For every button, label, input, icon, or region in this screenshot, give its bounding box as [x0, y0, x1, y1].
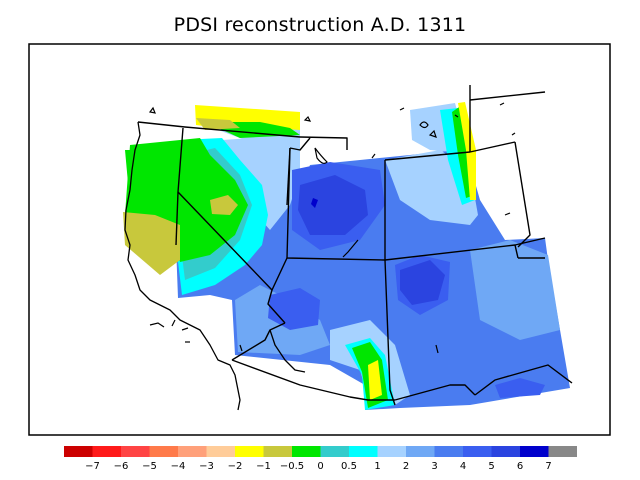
field-olive-coast — [123, 212, 180, 275]
legend-tick-label: −3 — [199, 461, 214, 472]
legend-swatch — [64, 446, 93, 457]
field-blue4-se — [495, 378, 545, 398]
legend-tick-label: 0.5 — [341, 461, 357, 472]
legend-swatch — [149, 446, 178, 457]
legend-swatch — [349, 446, 378, 457]
state-boundaries — [137, 85, 573, 406]
legend-swatch — [548, 446, 577, 457]
legend-tick-label: −6 — [114, 461, 129, 472]
legend-tick-label: −2 — [228, 461, 243, 472]
legend-tick-label: 7 — [545, 461, 551, 472]
legend-tick-label: 5 — [488, 461, 494, 472]
map-title: PDSI reconstruction A.D. 1311 — [173, 14, 467, 36]
legend-swatch — [463, 446, 492, 457]
field-lightblue-nw — [222, 135, 300, 230]
legend-boxes — [64, 446, 577, 457]
legend-tick-label: 4 — [460, 461, 466, 472]
legend-swatch — [434, 446, 463, 457]
field-blue2-se — [470, 240, 560, 340]
legend-tick-label: 1 — [374, 461, 380, 472]
field-yellow-ne — [458, 102, 476, 200]
field-olive-north — [196, 118, 240, 130]
legend-tick-label: 3 — [431, 461, 437, 472]
field-olive-dot — [210, 195, 238, 215]
legend-swatch — [377, 446, 406, 457]
legend-tick-label: 6 — [517, 461, 523, 472]
legend-swatch — [491, 446, 520, 457]
legend-swatch — [263, 446, 292, 457]
legend-swatch — [292, 446, 321, 457]
field-yellow-s — [368, 360, 382, 400]
field-blue5-east — [400, 260, 445, 305]
legend-swatch — [178, 446, 207, 457]
legend-swatch — [121, 446, 150, 457]
coastline — [124, 121, 306, 411]
legend-swatch — [320, 446, 349, 457]
legend-swatch — [206, 446, 235, 457]
lakes — [148, 102, 516, 354]
pdsi-field — [123, 102, 570, 410]
legend-tick-label: −4 — [171, 461, 186, 472]
legend-swatch — [92, 446, 121, 457]
legend-tick-label: −1 — [256, 461, 271, 472]
legend-labels: −7 −6 −5 −4 −3 −2 −1 −0.5 0 0.5 1 2 3 4 5 6 7 — [85, 461, 552, 472]
field-blue6-dot — [311, 198, 318, 208]
legend-swatch — [235, 446, 264, 457]
legend-tick-label: −7 — [85, 461, 100, 472]
legend-swatch — [520, 446, 549, 457]
legend-tick-label: 2 — [403, 461, 409, 472]
legend-swatch — [406, 446, 435, 457]
field-blue5-center — [298, 175, 368, 235]
legend-tick-label: 0 — [317, 461, 323, 472]
legend-tick-label: −0.5 — [280, 461, 304, 472]
legend-tick-label: −5 — [142, 461, 157, 472]
